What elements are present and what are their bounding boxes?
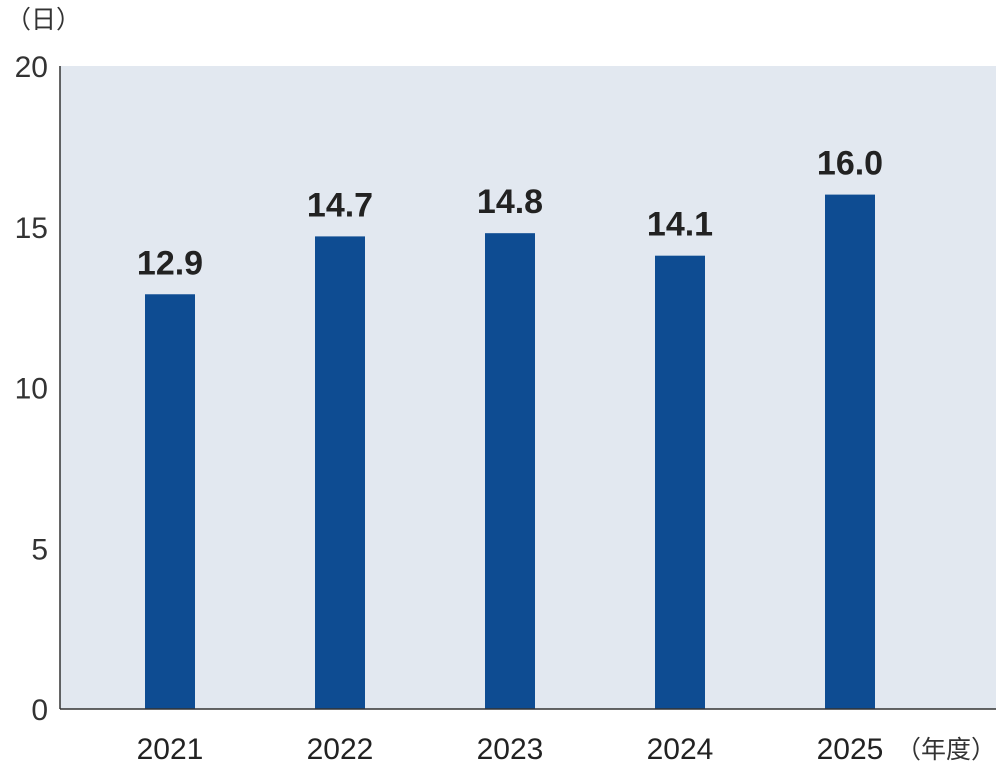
y-tick-label: 10 [15, 373, 48, 406]
bar-2025 [825, 194, 875, 710]
x-tick-label: 2024 [647, 733, 714, 766]
x-tick-label: 2025 [817, 733, 884, 766]
bar-value-label: 16.0 [817, 145, 883, 183]
x-tick-label: 2023 [477, 733, 544, 766]
bar-2024 [655, 255, 705, 709]
y-tick-label: 0 [31, 694, 48, 727]
y-tick-label: 5 [31, 533, 48, 566]
bar-2022 [315, 236, 365, 709]
y-axis-unit: （日） [6, 5, 81, 34]
bar-2023 [485, 233, 535, 709]
bar-value-label: 14.1 [647, 206, 713, 244]
y-tick-labels: 0 5 10 15 20 [15, 51, 48, 727]
bar-2021 [145, 294, 195, 709]
bar-value-label: 14.8 [477, 183, 543, 221]
bar-value-label: 12.9 [137, 244, 203, 282]
x-tick-label: 2022 [307, 733, 374, 766]
bar-value-label: 14.7 [307, 186, 373, 224]
x-tick-label: 2021 [137, 733, 204, 766]
x-axis-unit: （年度） [896, 735, 996, 764]
x-tick-labels: 2021 2022 2023 2024 2025 [137, 733, 884, 766]
y-tick-label: 15 [15, 212, 48, 245]
y-tick-label: 20 [15, 51, 48, 84]
bars-group: 12.9 14.7 14.8 14.1 16.0 [137, 145, 883, 710]
